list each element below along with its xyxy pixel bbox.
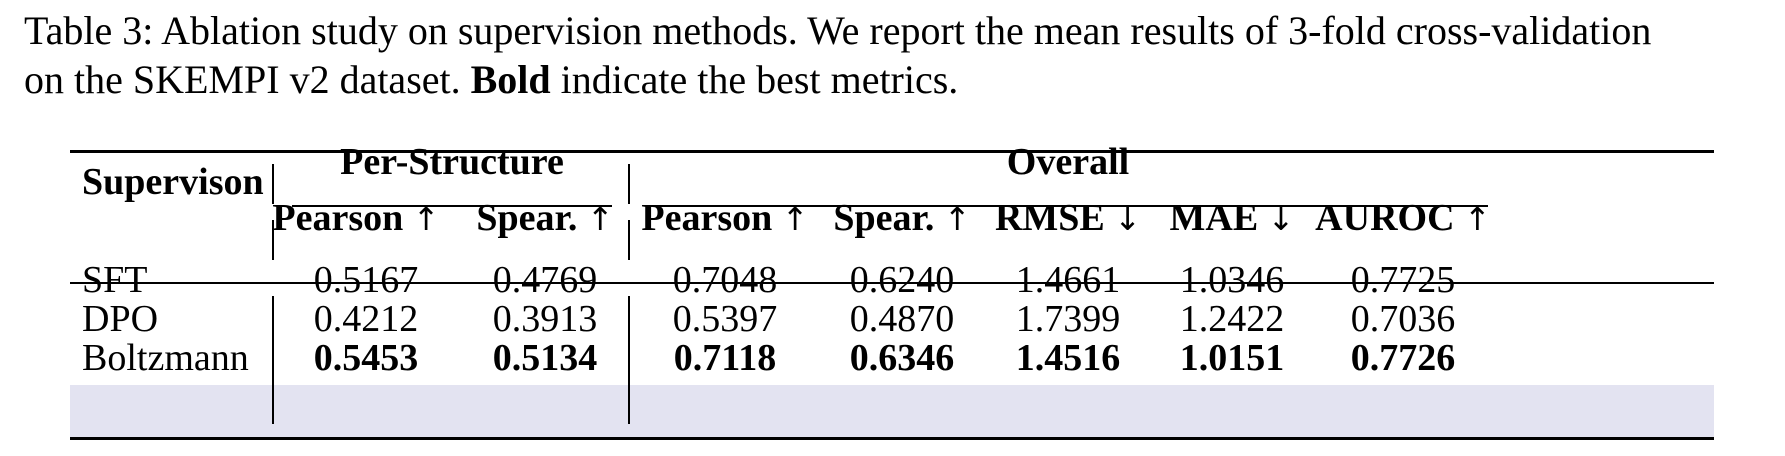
table-cell: 0.4769 <box>492 259 598 301</box>
table-cell: 0.6240 <box>849 259 955 301</box>
body-separator-1 <box>272 296 274 424</box>
table-cell: 0.5397 <box>672 298 778 340</box>
table-cell: 1.0346 <box>1179 259 1285 301</box>
table-cell-best: 1.0151 <box>1179 337 1285 379</box>
table-cell: 0.7725 <box>1350 259 1456 301</box>
results-table: Supervison Per-Structure Overall Pearson… <box>70 141 1714 442</box>
table-cell: 0.7048 <box>672 259 778 301</box>
body-separator-2 <box>628 296 630 424</box>
table-cell: 1.2422 <box>1179 298 1285 340</box>
table-cell-best: 0.6346 <box>849 337 955 379</box>
col-header: Spear. ↑ <box>833 197 971 239</box>
table-cell: 1.7399 <box>1015 298 1121 340</box>
highlight-row-background <box>70 385 1714 437</box>
table-cell: 0.4212 <box>313 298 419 340</box>
col-header: Pearson ↑ <box>272 197 440 239</box>
table-cell-best: 0.7726 <box>1350 337 1456 379</box>
row-header-supervision: Supervison <box>82 161 264 203</box>
caption-line-1: Table 3: Ablation study on supervision m… <box>24 8 1652 53</box>
row-label-sft: SFT <box>82 259 148 301</box>
table-cell: 0.3913 <box>492 298 598 340</box>
col-header: Spear. ↑ <box>476 197 614 239</box>
table-cell-best: 0.5134 <box>492 337 598 379</box>
group-header-overall: Overall <box>1006 141 1130 183</box>
header-rule <box>70 282 1714 284</box>
table-cell: 0.5167 <box>313 259 419 301</box>
top-rule <box>70 150 1714 153</box>
caption-line-2: on the SKEMPI v2 dataset. Bold indicate … <box>24 55 1769 104</box>
row-label-boltzmann: Boltzmann <box>82 337 249 379</box>
table-cell-best: 1.4516 <box>1015 337 1121 379</box>
table-cell-best: 0.7118 <box>673 337 777 379</box>
col-header: MAE ↓ <box>1169 197 1295 239</box>
table-cell: 0.7036 <box>1350 298 1456 340</box>
overall-cmidrule <box>648 205 1488 207</box>
col-header: Pearson ↑ <box>641 197 809 239</box>
row-label-dpo: DPO <box>82 298 159 340</box>
table-cell: 0.4870 <box>849 298 955 340</box>
caption-line-2-end: indicate the best metrics. <box>550 57 959 102</box>
header-separator-2b <box>628 220 630 260</box>
caption-line-2-start: on the SKEMPI v2 dataset. <box>24 57 471 102</box>
header-separator-1b <box>272 220 274 260</box>
group-header-per-structure: Per-Structure <box>340 141 564 183</box>
table-cell: 1.4661 <box>1015 259 1121 301</box>
per-structure-cmidrule <box>292 205 612 207</box>
table-cell-best: 0.5453 <box>313 337 419 379</box>
table-caption: Table 3: Ablation study on supervision m… <box>24 6 1769 104</box>
bottom-rule <box>70 437 1714 440</box>
header-separator-2a <box>628 164 630 204</box>
col-header: AUROC ↑ <box>1315 197 1491 239</box>
caption-bold-word: Bold <box>470 57 551 102</box>
col-header: RMSE ↓ <box>994 197 1142 239</box>
header-separator-1a <box>272 164 274 204</box>
